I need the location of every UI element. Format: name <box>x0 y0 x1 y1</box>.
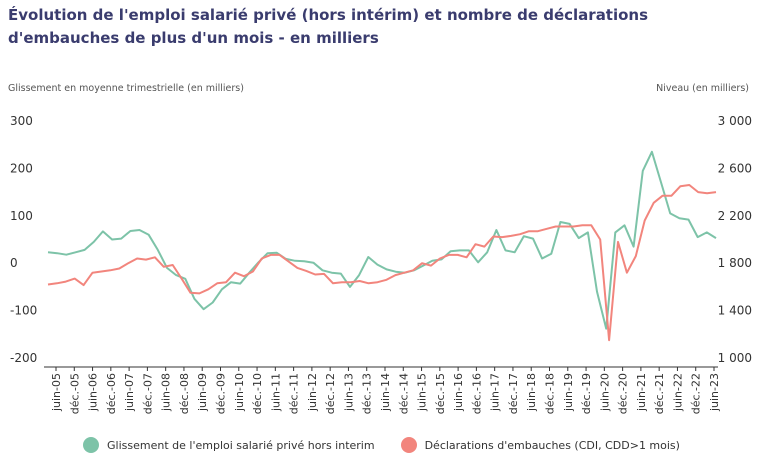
right-tick-label: 1 800 <box>718 256 752 270</box>
legend-item-employment[interactable]: Glissement de l'emploi salarié privé hor… <box>83 437 375 453</box>
x-tick-label: déc.-19 <box>580 373 593 414</box>
x-tick-label: déc.-18 <box>544 373 557 414</box>
right-tick-label: 3 000 <box>718 114 752 128</box>
right-axis-caption: Niveau (en milliers) <box>656 83 749 94</box>
legend-item-hires[interactable]: Déclarations d'embauches (CDI, CDD>1 moi… <box>400 437 680 453</box>
x-tick-label: juin-13 <box>342 373 355 412</box>
x-tick-label: juin-19 <box>562 373 575 412</box>
left-tick-label: 100 <box>10 209 33 223</box>
x-tick-label: juin-16 <box>452 373 465 412</box>
x-tick-label: juin-05 <box>50 373 63 412</box>
x-tick-label: juin-21 <box>635 373 648 412</box>
chart-title: Évolution de l'emploi salarié privé (hor… <box>8 6 649 47</box>
x-tick-label: juin-17 <box>489 373 502 412</box>
x-tick-label: juin-22 <box>671 373 684 412</box>
x-tick-label: déc.-22 <box>690 373 703 414</box>
right-tick-label: 1 400 <box>718 304 752 318</box>
x-tick-label: juin-06 <box>87 373 100 412</box>
right-tick-label: 2 600 <box>718 161 752 175</box>
legend-label-employment: Glissement de l'emploi salarié privé hor… <box>107 438 375 452</box>
x-tick-label: juin-15 <box>416 373 429 412</box>
x-tick-label: juin-10 <box>233 373 246 412</box>
right-tick-label: 1 000 <box>718 351 752 365</box>
x-tick-label: juin-20 <box>598 373 611 412</box>
x-tick-label: déc.-08 <box>178 373 191 414</box>
x-tick-label: déc.-21 <box>653 373 666 414</box>
left-tick-label: 300 <box>10 114 33 128</box>
legend-label-hires: Déclarations d'embauches (CDI, CDD>1 moi… <box>424 438 680 452</box>
legend-swatch-hires <box>400 437 417 453</box>
x-tick-label: déc.-11 <box>288 373 301 414</box>
left-tick-label: 200 <box>10 161 33 175</box>
x-tick-label: juin-12 <box>306 373 319 412</box>
x-tick-label: déc.-14 <box>397 373 410 414</box>
left-tick-label: -200 <box>10 351 37 365</box>
right-tick-label: 2 200 <box>718 209 752 223</box>
x-tick-label: déc.-15 <box>434 373 447 414</box>
x-tick-label: juin-11 <box>269 373 282 412</box>
x-tick-label: juin-07 <box>123 373 136 412</box>
line-chart: 300 200 100 0 -100 -200 3 000 2 600 2 200 1 800 1 … <box>10 114 752 414</box>
x-tick-label: déc.-12 <box>324 373 337 414</box>
left-axis-caption: Glissement en moyenne trimestrielle (en … <box>8 83 244 94</box>
x-tick-label: juin-08 <box>160 373 173 412</box>
x-tick-label: déc.-10 <box>251 373 264 414</box>
chart-legend: Glissement de l'emploi salarié privé hor… <box>0 437 763 453</box>
x-tick-label: déc.-09 <box>215 373 228 414</box>
series-line-hires <box>47 184 717 342</box>
x-tick-label: déc.-16 <box>470 373 483 414</box>
x-tick-label: juin-14 <box>379 373 392 412</box>
left-tick-label: -100 <box>10 304 37 318</box>
x-tick-label: déc.-13 <box>361 373 374 414</box>
x-tick-label: juin-23 <box>708 373 721 412</box>
left-tick-label: 0 <box>10 256 18 270</box>
x-tick-label: déc.-17 <box>507 373 520 414</box>
x-tick-label: juin-18 <box>525 373 538 412</box>
legend-swatch-employment <box>83 437 100 453</box>
x-tick-label: déc.-07 <box>141 373 154 414</box>
x-tick-label: déc.-06 <box>105 373 118 414</box>
x-tick-label: déc.-05 <box>68 373 81 414</box>
x-tick-label: juin-09 <box>196 373 209 412</box>
series-line-employment <box>47 150 717 330</box>
x-tick-label: déc.-20 <box>617 373 630 414</box>
